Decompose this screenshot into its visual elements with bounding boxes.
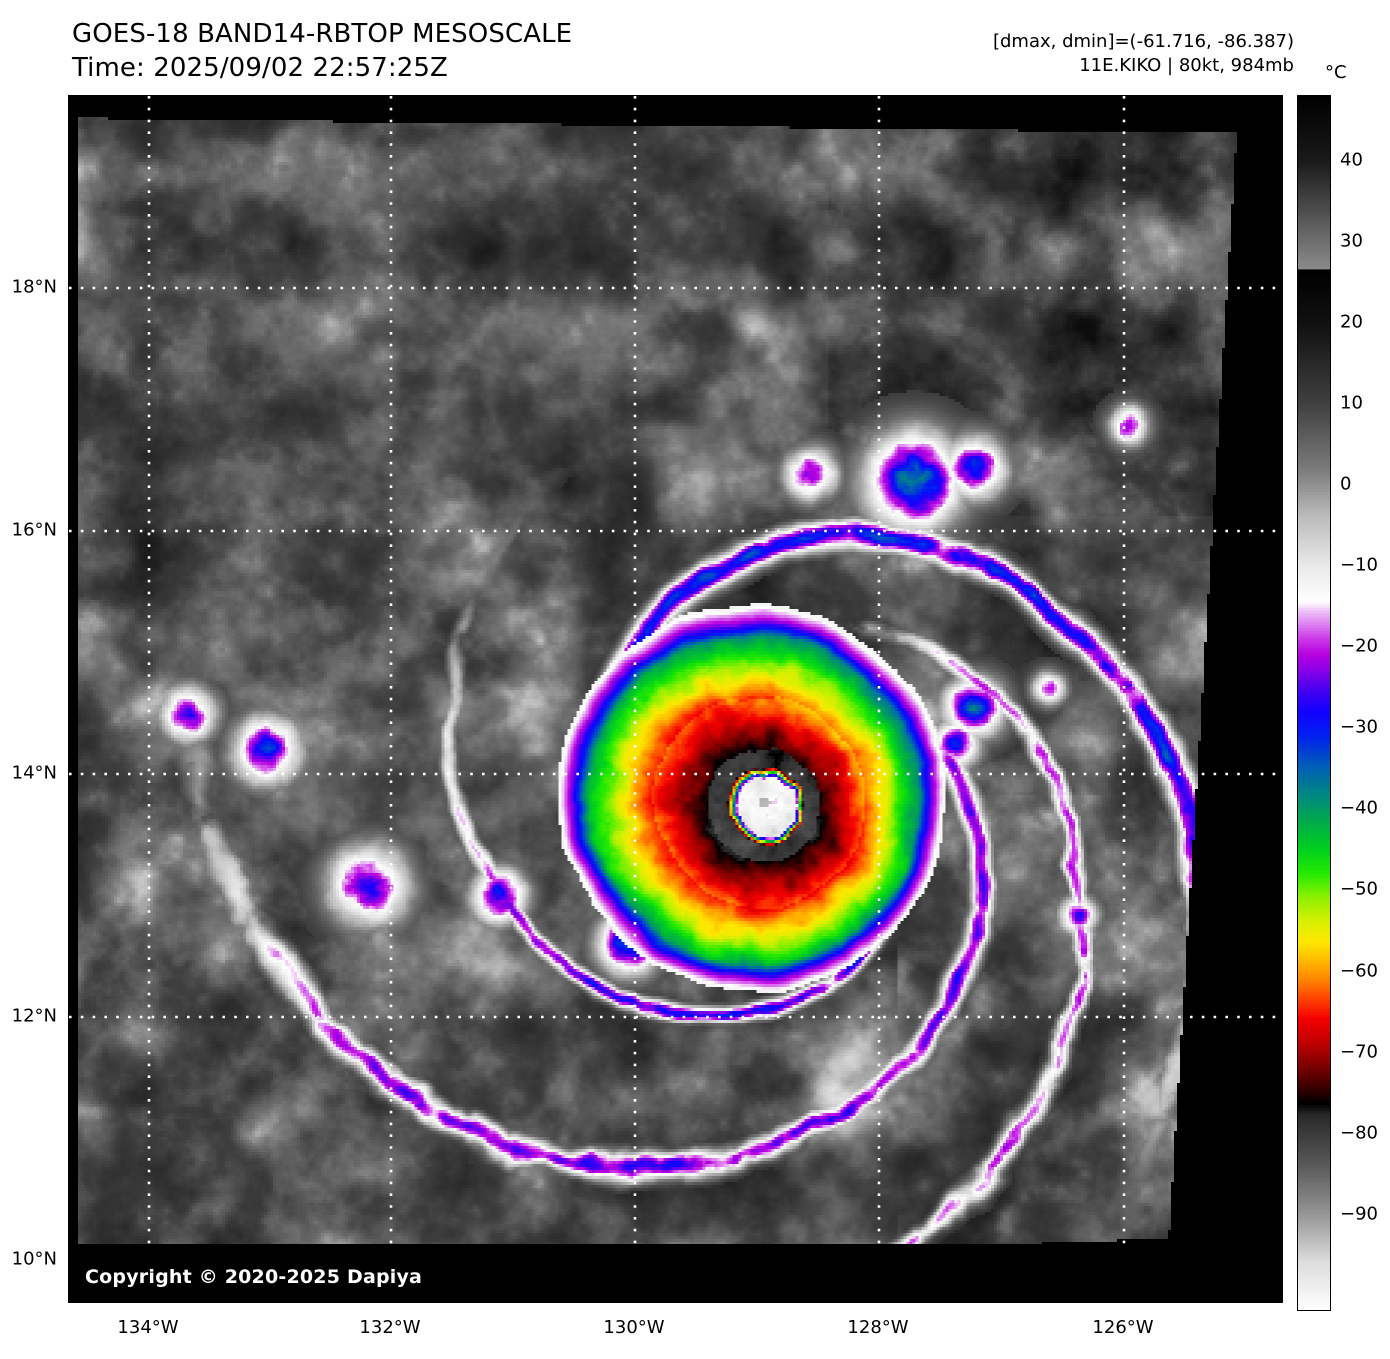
storm-info-label: 11E.KIKO | 80kt, 984mb [1079,55,1294,77]
colorbar-tick-label: −90 [1340,1203,1378,1225]
x-tick-label: 134°W [117,1317,179,1338]
header-right: [dmax, dmin]=(-61.716, -86.387) 11E.KIKO… [993,30,1294,79]
colorbar-tick-label: −60 [1340,960,1378,982]
y-tick-label: 14°N [11,762,57,784]
colorbar-tick-label: −20 [1340,635,1378,657]
colorbar-tick-label: 10 [1340,392,1363,414]
map-container: Copyright © 2020-2025 Dapiya [68,95,1283,1303]
colorbar-unit-label: °C [1325,62,1347,83]
colorbar-tick-label: 20 [1340,311,1363,333]
ir-brightness-temperature-raster [69,96,1282,1302]
page-title: GOES-18 BAND14-RBTOP MESOSCALE [72,19,573,49]
colorbar-tick-label: 40 [1340,149,1363,171]
map-frame[interactable]: Copyright © 2020-2025 Dapiya [68,95,1283,1303]
y-tick-label: 10°N [11,1248,57,1270]
colorbar-tick-label: −30 [1340,716,1378,738]
colorbar-tick-label: −70 [1340,1041,1378,1063]
y-tick-label: 12°N [11,1005,57,1027]
x-tick-label: 128°W [847,1317,909,1338]
colorbar-tick-label: 30 [1340,230,1363,252]
colorbar-tick-label: −40 [1340,797,1378,819]
copyright-backdrop [69,1244,1282,1302]
x-tick-label: 130°W [603,1317,665,1338]
y-tick-label: 18°N [11,276,57,298]
colorbar-tick-label: 0 [1340,473,1352,495]
y-tick-label: 16°N [11,519,57,541]
header-left: GOES-18 BAND14-RBTOP MESOSCALE Time: 202… [72,18,572,86]
colorbar-gradient [1298,96,1330,1310]
colorbar[interactable] [1297,95,1331,1311]
colorbar-tick-label: −80 [1340,1122,1378,1144]
data-extrema-label: [dmax, dmin]=(-61.716, -86.387) [992,31,1294,52]
colorbar-gradient-frame [1297,95,1331,1311]
colorbar-tick-label: −50 [1340,878,1378,900]
timestamp: Time: 2025/09/02 22:57:25Z [72,52,448,83]
satellite-imagery [69,96,1282,1302]
colorbar-tick-label: −10 [1340,554,1378,576]
copyright-notice: Copyright © 2020-2025 Dapiya [85,1266,423,1288]
x-tick-label: 126°W [1092,1317,1154,1338]
x-tick-label: 132°W [359,1317,421,1338]
